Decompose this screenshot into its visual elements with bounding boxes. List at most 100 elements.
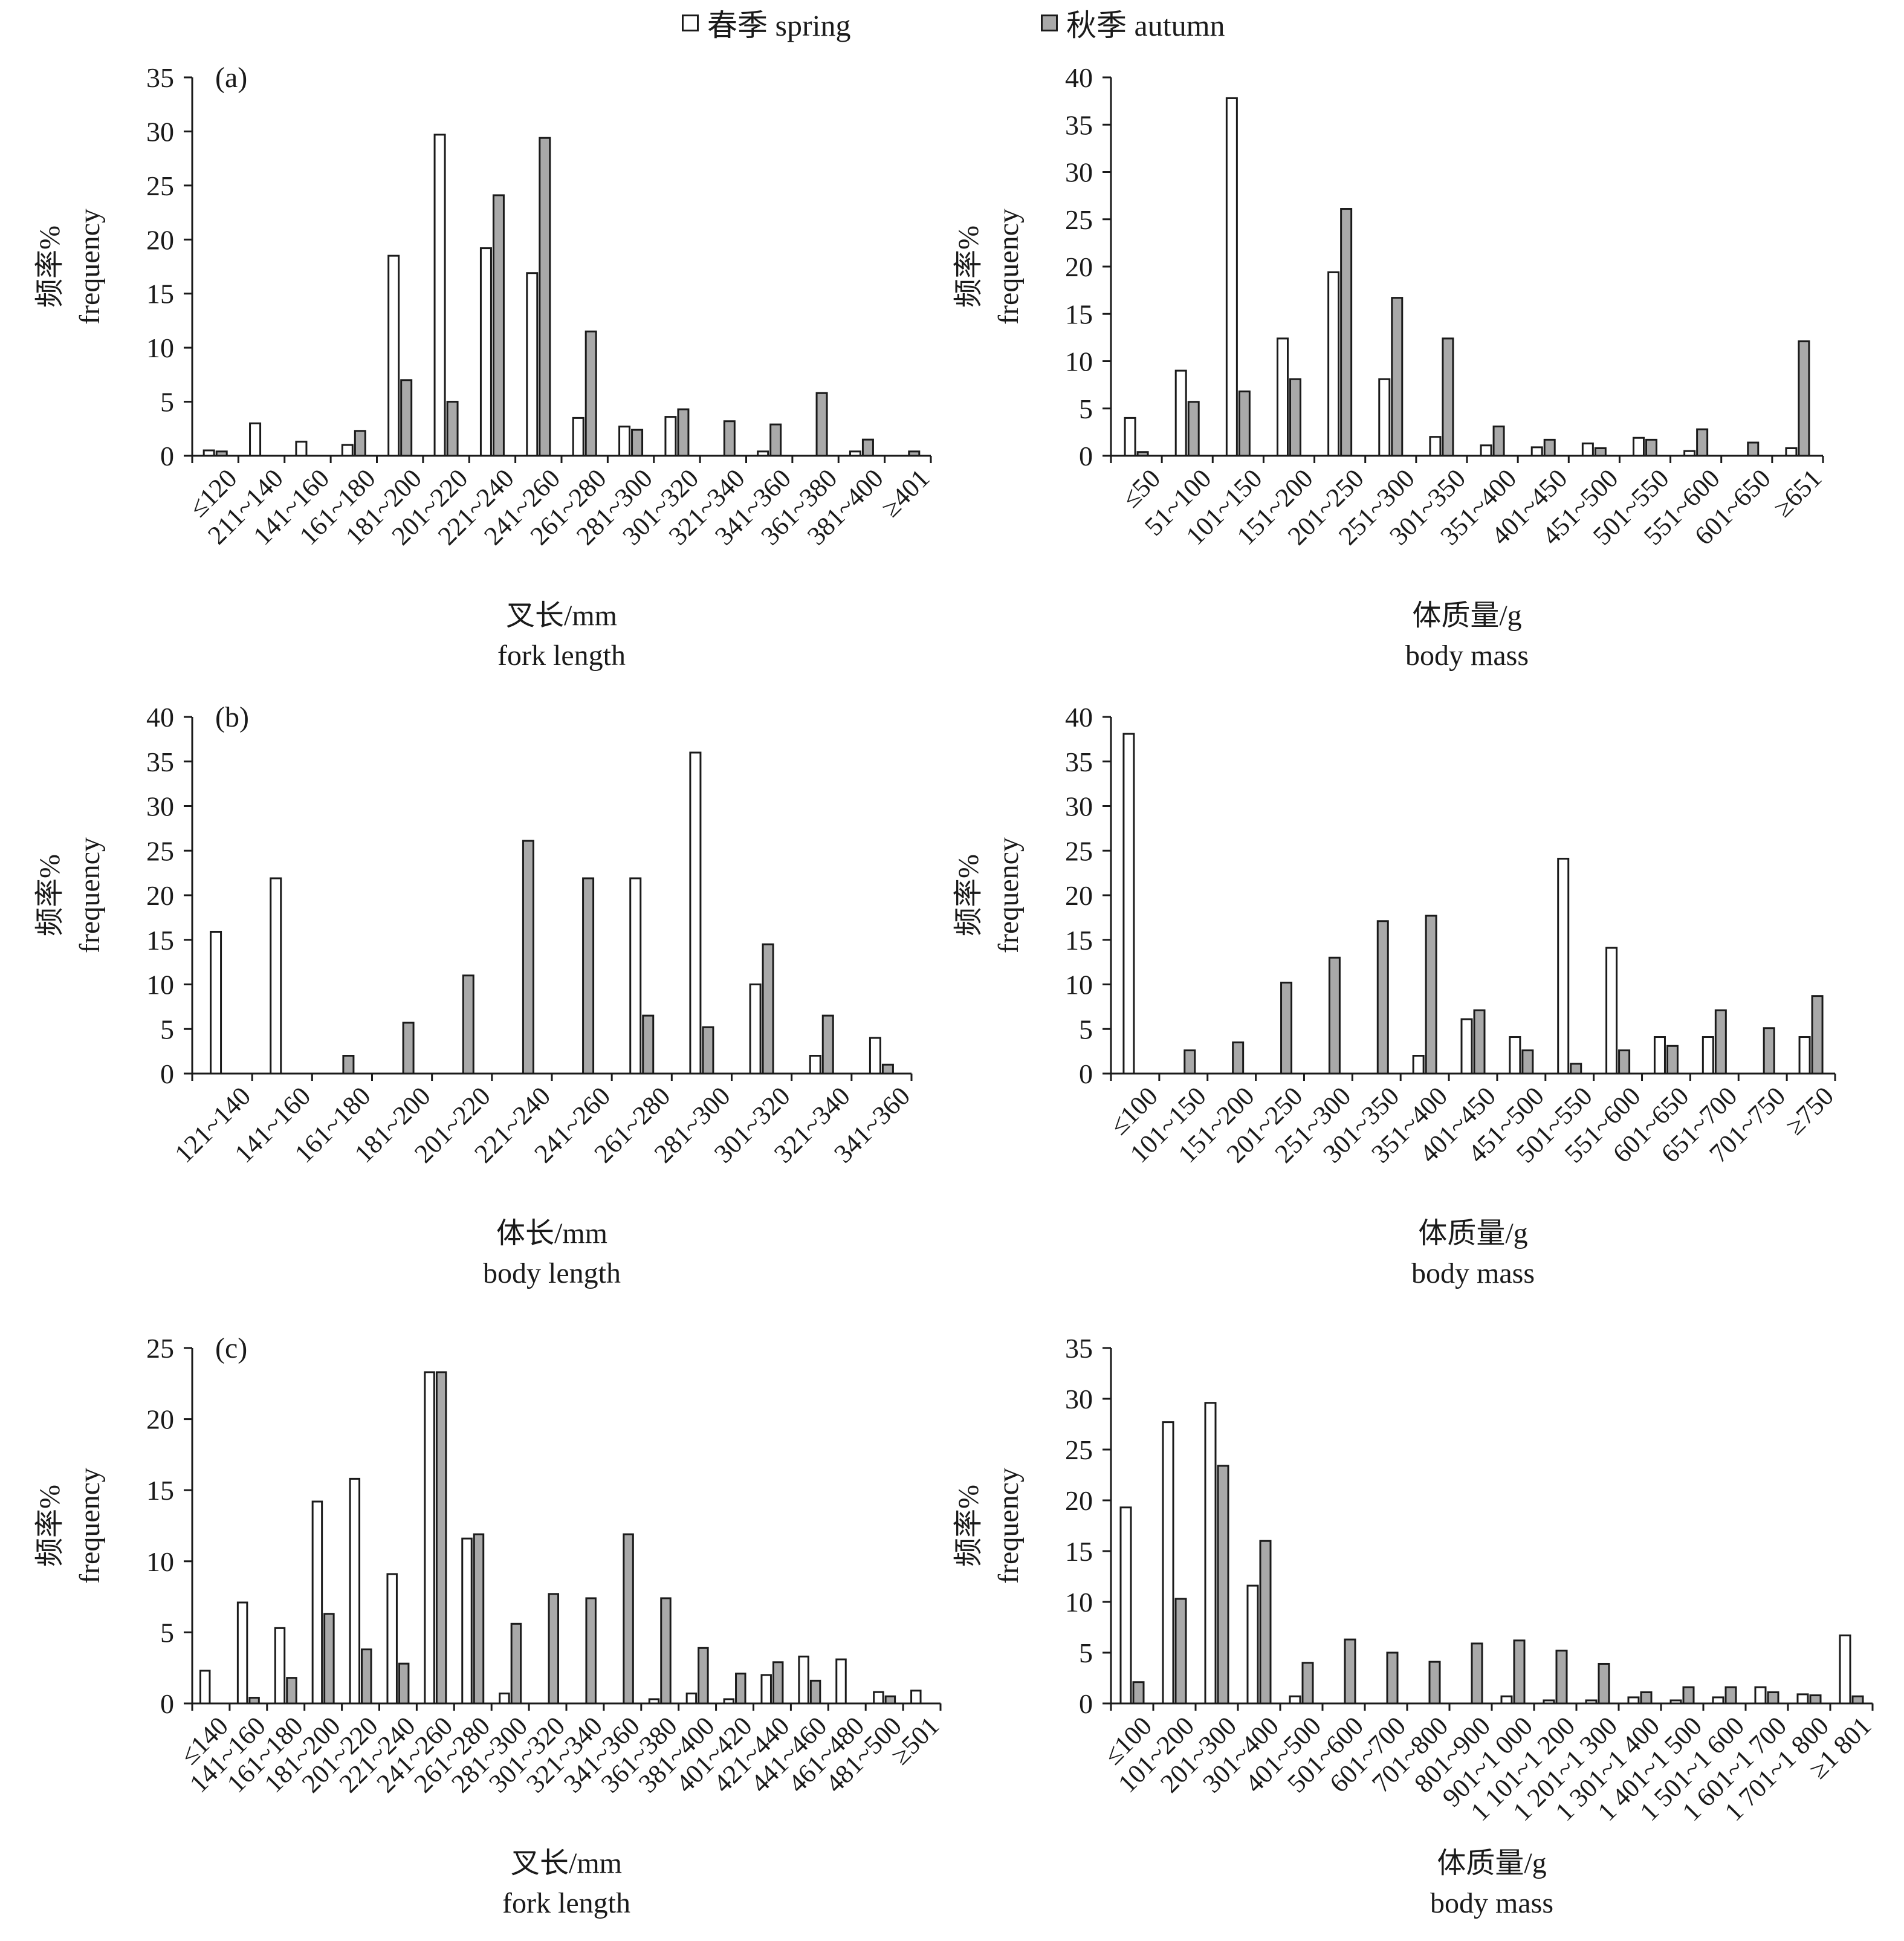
bar-spring — [1289, 1695, 1301, 1705]
bar-spring — [1557, 858, 1570, 1075]
y-tick-label: 5 — [1079, 394, 1093, 424]
y-tick-label: 25 — [1065, 204, 1093, 235]
y-tick-label: 30 — [1065, 157, 1093, 188]
bar-spring — [1509, 1036, 1521, 1075]
bar-autumn — [1521, 1049, 1534, 1075]
bar-autumn — [1492, 425, 1505, 457]
bar-autumn — [286, 1677, 297, 1705]
bar-autumn — [1136, 451, 1149, 457]
y-tick-label: 15 — [146, 1475, 174, 1506]
bar-spring — [1683, 450, 1696, 457]
bar-autumn — [354, 430, 366, 457]
y-tick-label: 10 — [146, 970, 174, 1000]
bar-autumn — [1724, 1686, 1737, 1705]
y-axis-title-cn: 频率% — [34, 854, 66, 936]
bar-autumn — [1428, 1661, 1441, 1705]
bar-autumn — [361, 1648, 372, 1705]
bar-autumn — [1714, 1009, 1727, 1075]
y-tick-label: 35 — [1065, 747, 1093, 777]
bar-autumn — [1471, 1642, 1483, 1705]
bar-autumn — [698, 1647, 709, 1705]
bar-spring — [572, 416, 584, 457]
bar-spring — [869, 1037, 881, 1075]
y-tick-label: 30 — [1065, 791, 1093, 822]
bar-autumn — [1543, 438, 1556, 457]
bar-autumn — [1132, 1681, 1145, 1705]
y-tick-label: 20 — [146, 880, 174, 911]
x-axis-title-cn: 体长/mm — [496, 1217, 607, 1249]
bar-autumn — [623, 1533, 634, 1705]
legend-spring-swatch — [682, 15, 699, 31]
x-axis-title-cn: 体质量/g — [1437, 1847, 1546, 1879]
y-tick-label: 10 — [146, 1546, 174, 1577]
bar-spring — [202, 449, 215, 457]
bar-autumn — [1187, 401, 1200, 457]
bar-autumn — [473, 1533, 485, 1705]
y-tick-label: 5 — [1079, 1638, 1093, 1668]
bar-spring — [1246, 1584, 1259, 1705]
bar-spring — [723, 1698, 735, 1705]
x-axis-title-cn: 叉长/mm — [511, 1847, 622, 1879]
y-tick-label: 25 — [146, 835, 174, 866]
x-axis-title-en: fork length — [502, 1887, 630, 1919]
bar-autumn — [1340, 208, 1353, 457]
bar-spring — [1460, 1018, 1473, 1075]
y-axis-title-cn: 频率% — [953, 225, 985, 308]
bar-spring — [236, 1601, 248, 1705]
bar-spring — [835, 1658, 847, 1705]
y-tick-label: 0 — [160, 441, 174, 471]
bar-spring — [349, 1477, 361, 1705]
bar-spring — [1327, 271, 1340, 457]
bar-autumn — [821, 1014, 834, 1075]
bar-spring — [685, 1693, 698, 1705]
bar-autumn — [510, 1622, 522, 1705]
bar-autumn — [462, 974, 474, 1075]
bar-autumn — [1513, 1639, 1526, 1705]
y-tick-label: 40 — [1065, 702, 1093, 733]
y-axis-title-en: frequency — [992, 837, 1025, 953]
bar-spring — [386, 1573, 398, 1705]
bar-spring — [461, 1537, 473, 1705]
bar-spring — [1480, 444, 1492, 457]
y-axis-title-cn: 频率% — [953, 854, 985, 936]
bar-spring — [341, 444, 354, 457]
bar-spring — [1702, 1036, 1714, 1075]
y-tick-label: 20 — [146, 224, 174, 255]
bar-autumn — [582, 877, 595, 1075]
y-tick-label: 5 — [160, 1617, 174, 1648]
bar-spring — [1530, 446, 1543, 457]
bar-spring — [1798, 1036, 1811, 1075]
x-axis-title-en: fork length — [497, 640, 626, 672]
bar-spring — [1277, 337, 1289, 457]
bar-spring — [648, 1698, 660, 1705]
bar-spring — [311, 1500, 323, 1705]
bar-autumn — [809, 1679, 821, 1705]
bar-autumn — [762, 943, 774, 1075]
bar-autumn — [548, 1593, 560, 1705]
y-tick-label: 10 — [146, 332, 174, 363]
bar-autumn — [1425, 915, 1437, 1075]
bar-spring — [689, 751, 702, 1075]
x-axis-title-en: body mass — [1430, 1887, 1553, 1919]
bar-spring — [270, 877, 282, 1075]
bar-spring — [1378, 378, 1391, 457]
y-tick-label: 25 — [146, 170, 174, 201]
chart-panel-6: 05101520253035≤100101~200201~300301~4004… — [953, 1333, 1877, 1919]
bar-autumn — [1184, 1049, 1196, 1075]
bar-autumn — [1763, 1027, 1775, 1075]
bar-autumn — [584, 330, 597, 457]
y-tick-label: 35 — [146, 62, 174, 93]
bar-spring — [749, 983, 762, 1075]
y-tick-label: 40 — [146, 702, 174, 733]
bar-autumn — [642, 1014, 655, 1075]
bar-spring — [424, 1371, 435, 1705]
y-tick-label: 35 — [1065, 109, 1093, 140]
bar-spring — [1225, 97, 1238, 457]
bar-autumn — [1851, 1695, 1864, 1705]
bar-autumn — [1386, 1651, 1399, 1705]
y-axis-title-en: frequency — [74, 1468, 106, 1584]
panel-label: (b) — [215, 701, 249, 733]
bar-spring — [798, 1655, 809, 1705]
bar-spring — [1754, 1686, 1767, 1705]
